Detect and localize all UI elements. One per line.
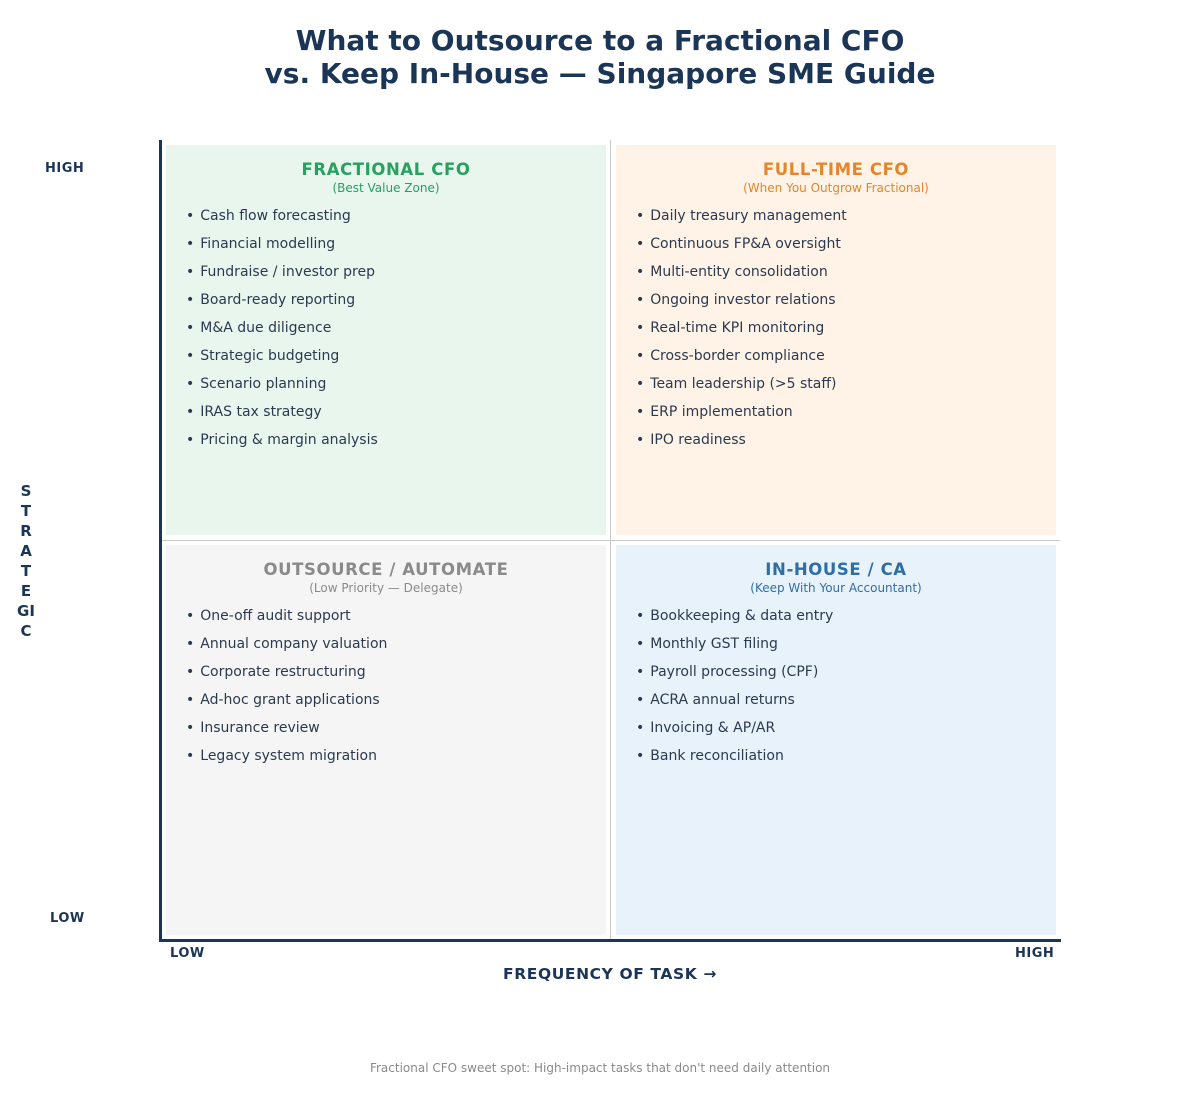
task-item: Board-ready reporting: [186, 292, 378, 320]
task-item: Daily treasury management: [636, 208, 846, 236]
y-axis-high-label: HIGH: [45, 161, 85, 176]
quadrant-subtitle: (Keep With Your Accountant): [750, 581, 922, 595]
x-axis-high-label: HIGH: [1015, 946, 1055, 961]
task-item: Insurance review: [186, 720, 387, 748]
quadrant-divider-horizontal: [162, 540, 1060, 541]
task-item: Strategic budgeting: [186, 348, 378, 376]
x-axis-line: [159, 939, 1061, 942]
task-item: Cash flow forecasting: [186, 208, 378, 236]
task-item: Bookkeeping & data entry: [636, 608, 833, 636]
task-item: Cross-border compliance: [636, 348, 847, 376]
x-axis-low-label: LOW: [170, 946, 205, 961]
y-axis-title: STRATEGIC: [17, 482, 35, 640]
task-item: Corporate restructuring: [186, 664, 387, 692]
quadrant-full-time-cfo: FULL-TIME CFO (When You Outgrow Fraction…: [616, 145, 1056, 535]
quadrant-outsource-automate: OUTSOURCE / AUTOMATE (Low Priority — Del…: [166, 545, 606, 935]
task-item: Continuous FP&A oversight: [636, 236, 847, 264]
title-line-2: vs. Keep In-House — Singapore SME Guide: [264, 57, 936, 90]
quadrant-task-list: Cash flow forecastingFinancial modelling…: [186, 208, 378, 460]
quadrant-title: FRACTIONAL CFO: [301, 160, 471, 179]
task-item: Annual company valuation: [186, 636, 387, 664]
task-item: Ongoing investor relations: [636, 292, 847, 320]
x-axis-title: FREQUENCY OF TASK →: [503, 965, 717, 983]
task-item: Fundraise / investor prep: [186, 264, 378, 292]
quadrant-fractional-cfo: FRACTIONAL CFO (Best Value Zone) Cash fl…: [166, 145, 606, 535]
quadrant-subtitle: (When You Outgrow Fractional): [743, 181, 929, 195]
task-item: ERP implementation: [636, 404, 847, 432]
task-item: Multi-entity consolidation: [636, 264, 847, 292]
task-item: IPO readiness: [636, 432, 847, 460]
task-item: Legacy system migration: [186, 748, 387, 776]
quadrant-task-list: Daily treasury managementContinuous FP&A…: [636, 208, 847, 460]
quadrant-subtitle: (Low Priority — Delegate): [309, 581, 463, 595]
quadrant-title: FULL-TIME CFO: [762, 160, 910, 179]
footnote: Fractional CFO sweet spot: High-impact t…: [369, 1061, 831, 1075]
task-item: Team leadership (>5 staff): [636, 376, 847, 404]
task-item: Payroll processing (CPF): [636, 664, 833, 692]
task-item: Bank reconciliation: [636, 748, 833, 776]
task-item: Pricing & margin analysis: [186, 432, 378, 460]
task-item: ACRA annual returns: [636, 692, 833, 720]
quadrant-title: IN-HOUSE / CA: [765, 560, 907, 579]
task-item: Financial modelling: [186, 236, 378, 264]
task-item: Ad-hoc grant applications: [186, 692, 387, 720]
quadrant-task-list: One-off audit supportAnnual company valu…: [186, 608, 387, 776]
y-axis-low-label: LOW: [50, 911, 85, 926]
quadrant-subtitle: (Best Value Zone): [332, 181, 440, 195]
task-item: Scenario planning: [186, 376, 378, 404]
quadrant-in-house-ca: IN-HOUSE / CA (Keep With Your Accountant…: [616, 545, 1056, 935]
page-title: What to Outsource to a Fractional CFO vs…: [0, 24, 1200, 90]
task-item: M&A due diligence: [186, 320, 378, 348]
task-item: IRAS tax strategy: [186, 404, 378, 432]
title-line-1: What to Outsource to a Fractional CFO: [295, 24, 905, 57]
y-axis-line: [159, 140, 162, 942]
task-item: Monthly GST filing: [636, 636, 833, 664]
task-item: One-off audit support: [186, 608, 387, 636]
quadrant-task-list: Bookkeeping & data entryMonthly GST fili…: [636, 608, 833, 776]
task-item: Invoicing & AP/AR: [636, 720, 833, 748]
quadrant-title: OUTSOURCE / AUTOMATE: [263, 560, 509, 579]
task-item: Real-time KPI monitoring: [636, 320, 847, 348]
